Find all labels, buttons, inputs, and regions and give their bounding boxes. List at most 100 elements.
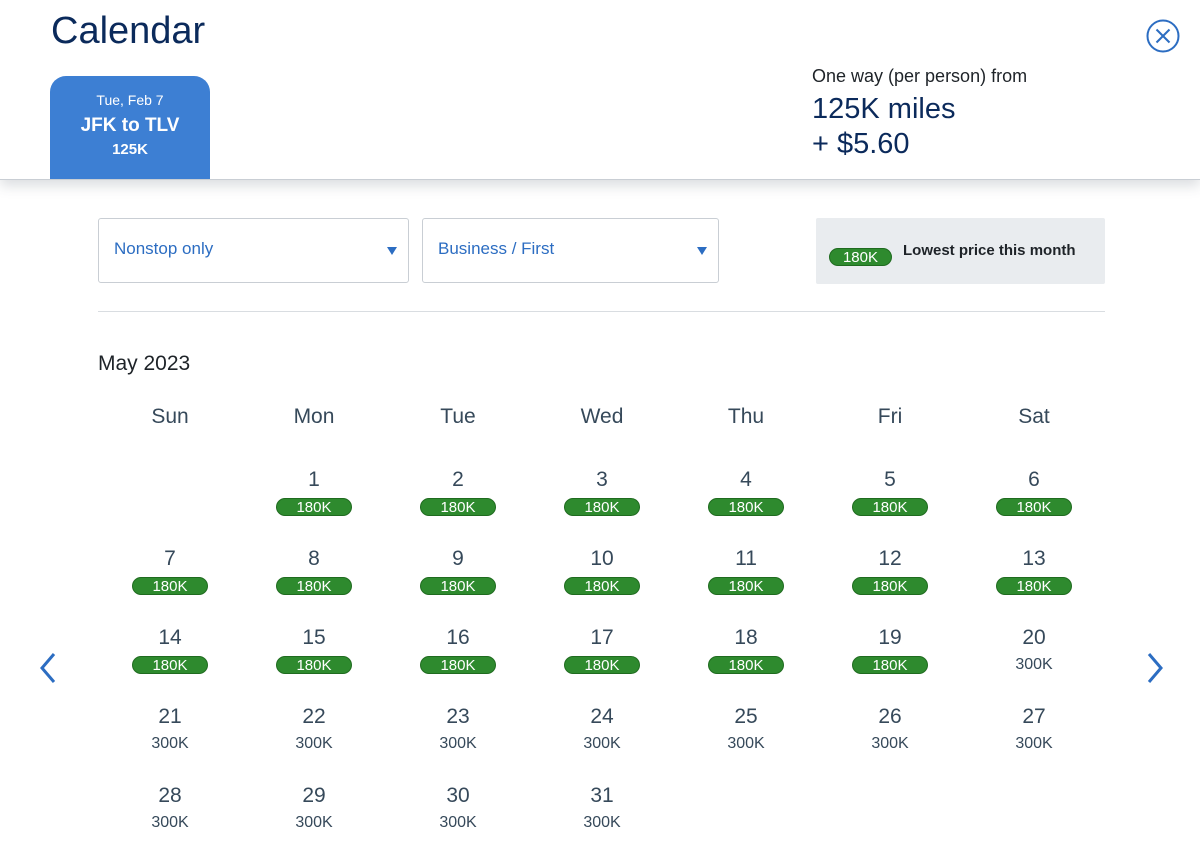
- calendar-day[interactable]: 30 300K: [408, 784, 508, 846]
- calendar-day[interactable]: 22 300K: [264, 705, 364, 767]
- day-number: 3: [596, 468, 608, 491]
- calendar-day[interactable]: 8 180K: [264, 547, 364, 609]
- day-number: 6: [1028, 468, 1040, 491]
- lowest-price-badge: 180K: [420, 656, 496, 674]
- day-price: 300K: [583, 735, 621, 752]
- day-number: 19: [878, 626, 902, 649]
- calendar-day[interactable]: 31 300K: [552, 784, 652, 846]
- calendar-day[interactable]: 23 300K: [408, 705, 508, 767]
- day-number: 23: [446, 705, 470, 728]
- day-number: 1: [308, 468, 320, 491]
- calendar-header: Calendar Tue, Feb 7 JFK to TLV 125K One …: [0, 0, 1200, 180]
- calendar-day[interactable]: 12 180K: [840, 547, 940, 609]
- day-number: 14: [158, 626, 182, 649]
- calendar-day[interactable]: 18 180K: [696, 626, 796, 688]
- day-price: 300K: [151, 735, 189, 752]
- day-price: 300K: [439, 735, 477, 752]
- day-number: 17: [590, 626, 614, 649]
- calendar-day[interactable]: 14 180K: [120, 626, 220, 688]
- chevron-right-icon: [1147, 653, 1163, 683]
- close-button[interactable]: [1146, 19, 1180, 53]
- day-price: 300K: [439, 814, 477, 831]
- lowest-price-badge: 180K: [708, 656, 784, 674]
- calendar-day[interactable]: 2 180K: [408, 468, 508, 530]
- day-price: 300K: [295, 814, 333, 831]
- lowest-price-badge: 180K: [420, 577, 496, 595]
- lowest-price-badge: 180K: [276, 498, 352, 516]
- trip-price: 125K: [112, 141, 148, 158]
- calendar-day[interactable]: 3 180K: [552, 468, 652, 530]
- trip-route: JFK to TLV: [80, 115, 180, 136]
- price-cash: + $5.60: [812, 128, 910, 160]
- lowest-price-badge: 180K: [276, 577, 352, 595]
- day-number: 7: [164, 547, 176, 570]
- lowest-price-legend: 180K Lowest price this month: [816, 218, 1105, 284]
- day-price: 300K: [295, 735, 333, 752]
- calendar-day[interactable]: 4 180K: [696, 468, 796, 530]
- day-price: 300K: [727, 735, 765, 752]
- day-number: 26: [878, 705, 902, 728]
- weekday-header: Sun: [151, 405, 189, 428]
- lowest-price-badge: 180K: [708, 577, 784, 595]
- calendar-day[interactable]: 5 180K: [840, 468, 940, 530]
- day-number: 8: [308, 547, 320, 570]
- chevron-left-icon: [40, 653, 56, 683]
- day-number: 18: [734, 626, 758, 649]
- calendar-day[interactable]: 9 180K: [408, 547, 508, 609]
- day-number: 12: [878, 547, 902, 570]
- calendar-day[interactable]: 6 180K: [984, 468, 1084, 530]
- calendar-day[interactable]: 15 180K: [264, 626, 364, 688]
- day-number: 4: [740, 468, 752, 491]
- calendar-day[interactable]: 26 300K: [840, 705, 940, 767]
- day-number: 30: [446, 784, 470, 807]
- calendar-day[interactable]: 29 300K: [264, 784, 364, 846]
- calendar-day[interactable]: 17 180K: [552, 626, 652, 688]
- day-price: 300K: [151, 814, 189, 831]
- price-label: One way (per person) from: [812, 66, 1028, 86]
- day-number: 10: [590, 547, 614, 570]
- day-number: 27: [1022, 705, 1046, 728]
- lowest-price-badge: 180K: [420, 498, 496, 516]
- day-number: 16: [446, 626, 470, 649]
- cabin-select-value: Business / First: [438, 239, 555, 258]
- legend-text: Lowest price this month: [903, 242, 1076, 259]
- day-number: 5: [884, 468, 896, 491]
- weekday-header: Thu: [727, 405, 765, 428]
- close-circle-icon: [1146, 19, 1180, 53]
- prev-month-button[interactable]: [38, 652, 58, 684]
- stops-select[interactable]: Nonstop only: [98, 218, 409, 283]
- lowest-price-badge: 180K: [564, 577, 640, 595]
- calendar-day[interactable]: 24 300K: [552, 705, 652, 767]
- month-title: May 2023: [98, 352, 191, 375]
- lowest-price-badge: 180K: [564, 656, 640, 674]
- day-number: 22: [302, 705, 326, 728]
- lowest-price-badge: 180K: [708, 498, 784, 516]
- calendar-day[interactable]: 1 180K: [264, 468, 364, 530]
- cabin-select[interactable]: Business / First: [422, 218, 719, 283]
- day-number: 31: [590, 784, 614, 807]
- calendar-day[interactable]: 11 180K: [696, 547, 796, 609]
- caret-down-icon: [387, 247, 397, 255]
- lowest-price-badge: 180K: [996, 577, 1072, 595]
- calendar-day[interactable]: 7 180K: [120, 547, 220, 609]
- lowest-price-badge: 180K: [996, 498, 1072, 516]
- weekday-header: Mon: [293, 405, 335, 428]
- calendar-day[interactable]: 28 300K: [120, 784, 220, 846]
- price-miles: 125K miles: [812, 93, 956, 125]
- calendar-day[interactable]: 16 180K: [408, 626, 508, 688]
- trip-tab[interactable]: Tue, Feb 7 JFK to TLV 125K: [50, 76, 210, 179]
- calendar-day[interactable]: 10 180K: [552, 547, 652, 609]
- calendar-day[interactable]: 27 300K: [984, 705, 1084, 767]
- calendar-day[interactable]: 20 300K: [984, 626, 1084, 688]
- next-month-button[interactable]: [1145, 652, 1165, 684]
- calendar-day[interactable]: 21 300K: [120, 705, 220, 767]
- day-price: 300K: [1015, 735, 1053, 752]
- weekday-header: Fri: [877, 405, 903, 428]
- calendar-day[interactable]: 19 180K: [840, 626, 940, 688]
- lowest-price-badge: 180K: [132, 656, 208, 674]
- price-summary: One way (per person) from 125K miles + $…: [812, 66, 1027, 161]
- page-title: Calendar: [51, 10, 206, 52]
- calendar-day[interactable]: 25 300K: [696, 705, 796, 767]
- calendar-day[interactable]: 13 180K: [984, 547, 1084, 609]
- lowest-price-badge: 180K: [852, 656, 928, 674]
